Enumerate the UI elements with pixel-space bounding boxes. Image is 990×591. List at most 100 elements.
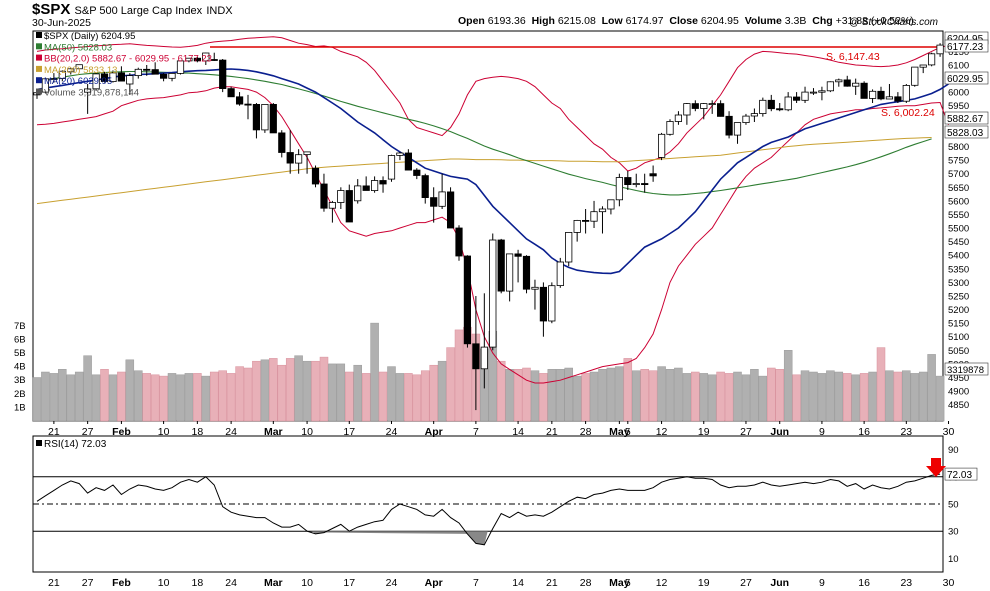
candle-body <box>877 90 885 100</box>
rsi-tick-label: 50 <box>948 500 959 511</box>
volume-bar <box>859 373 869 422</box>
level-tag-bb_upper: 6177.23 <box>947 42 984 53</box>
candle-body <box>176 60 185 74</box>
volume-bar <box>910 373 920 422</box>
volume-bar <box>707 374 717 422</box>
rsi-x-label: 21 <box>546 577 558 589</box>
volume-bar <box>74 371 84 422</box>
volume-bar <box>218 370 227 422</box>
volume-bar <box>792 374 801 422</box>
candle-body <box>801 91 809 101</box>
candle-body <box>624 177 632 185</box>
volume-bar <box>150 374 160 422</box>
rsi-tick-label: 10 <box>948 554 959 565</box>
price-x-label: 30 <box>943 426 955 438</box>
candle-body <box>776 108 784 111</box>
volume-bar <box>378 371 388 422</box>
volume-bar <box>834 371 844 422</box>
volume-bar <box>547 369 557 422</box>
volume-bar <box>49 373 59 422</box>
volume-bar <box>935 375 945 422</box>
level-tag-bb_lower: 5882.67 <box>947 114 984 125</box>
volume-bar <box>235 366 244 422</box>
price-x-label: Feb <box>112 426 131 438</box>
volume-bar <box>581 373 590 422</box>
candle-body <box>41 78 50 93</box>
level-tag-ma50-bg <box>944 125 989 139</box>
level-tag-bb_upper-bg <box>944 39 989 53</box>
price-x-label: 7 <box>473 426 479 438</box>
rsi-x-label: 27 <box>740 577 752 589</box>
volume-bar <box>741 374 751 422</box>
volume-bar <box>345 371 354 422</box>
volume-bar <box>615 366 624 422</box>
low-value: 6174.97 <box>625 15 664 27</box>
rsi-legend: RSI(14) 72.03 <box>44 439 107 450</box>
volume-bar <box>41 371 50 422</box>
volume-bar <box>66 374 76 422</box>
price-tick-label: 5700 <box>948 169 969 180</box>
candle-body <box>674 114 683 122</box>
legend-bb: BB(20,2.0) 5882.67 - 6029.95 - 6177.23 <box>44 54 212 65</box>
candle-body <box>244 103 252 106</box>
rsi-x-label: 30 <box>943 577 955 589</box>
volume-bar <box>842 373 852 422</box>
candle-body <box>818 90 826 93</box>
volume-bar <box>32 377 42 422</box>
rsi-tick-label: 90 <box>948 445 959 456</box>
candle-body <box>159 73 168 79</box>
rsi-line <box>36 473 941 546</box>
volume-bar <box>682 373 692 422</box>
volume-bar <box>665 369 675 422</box>
rsi-x-label: 5 <box>625 577 631 589</box>
volume-bar <box>606 367 616 422</box>
volume-tick-label: 1B <box>14 402 26 413</box>
volume-bar <box>589 371 599 422</box>
candle-body <box>202 52 210 62</box>
legend-price: $SPX (Daily) 6204.95 <box>44 31 135 42</box>
exchange: INDX <box>206 5 233 17</box>
change-value: +31.88 (+0.52%) <box>835 15 914 27</box>
rsi-legend-swatch <box>36 440 42 446</box>
rsi-x-label: May <box>609 577 630 589</box>
volume-bar <box>572 375 582 422</box>
rsi-x-label: 16 <box>858 577 870 589</box>
ma200-line <box>36 137 932 205</box>
ma50-line <box>36 70 932 196</box>
candle-body <box>489 239 497 348</box>
symbol-title: $SPX S&P 500 Large Cap Index INDX <box>32 1 233 18</box>
candle-body <box>691 103 699 109</box>
volume-bar <box>353 364 362 422</box>
level-tag-ma20-bg <box>944 71 989 85</box>
volume-bar <box>902 370 911 422</box>
volume-bar <box>674 367 683 422</box>
volume-bar <box>58 369 67 422</box>
legend-swatch-ma200 <box>36 65 42 72</box>
legend-swatch-ma50 <box>36 43 42 50</box>
overbought-arrow-icon <box>926 458 946 477</box>
price-x-label: 23 <box>900 426 912 438</box>
candle-body <box>354 185 362 202</box>
price-tick-label: 6000 <box>948 88 969 99</box>
volume-bar <box>83 355 92 422</box>
volume-bar <box>783 350 793 422</box>
candle-body <box>227 88 235 98</box>
volume-tick-label: 5B <box>14 348 26 359</box>
volume-bar <box>800 370 810 422</box>
price-x-label: 12 <box>656 426 668 438</box>
volume-bar <box>437 360 447 422</box>
price-tick-label: 5150 <box>948 319 969 330</box>
price-x-label: 16 <box>858 426 870 438</box>
candle-body <box>328 202 337 209</box>
rsi-x-label: 14 <box>512 577 524 589</box>
candle-body <box>126 75 134 85</box>
price-tick-label: 5550 <box>948 210 969 221</box>
volume-bar <box>193 373 202 422</box>
rsi-x-label: 27 <box>82 577 94 589</box>
candle-body <box>615 177 624 201</box>
candle-body <box>210 59 218 61</box>
volume-bar <box>159 375 168 422</box>
candle-body <box>286 152 294 164</box>
volume-bar <box>184 373 194 422</box>
